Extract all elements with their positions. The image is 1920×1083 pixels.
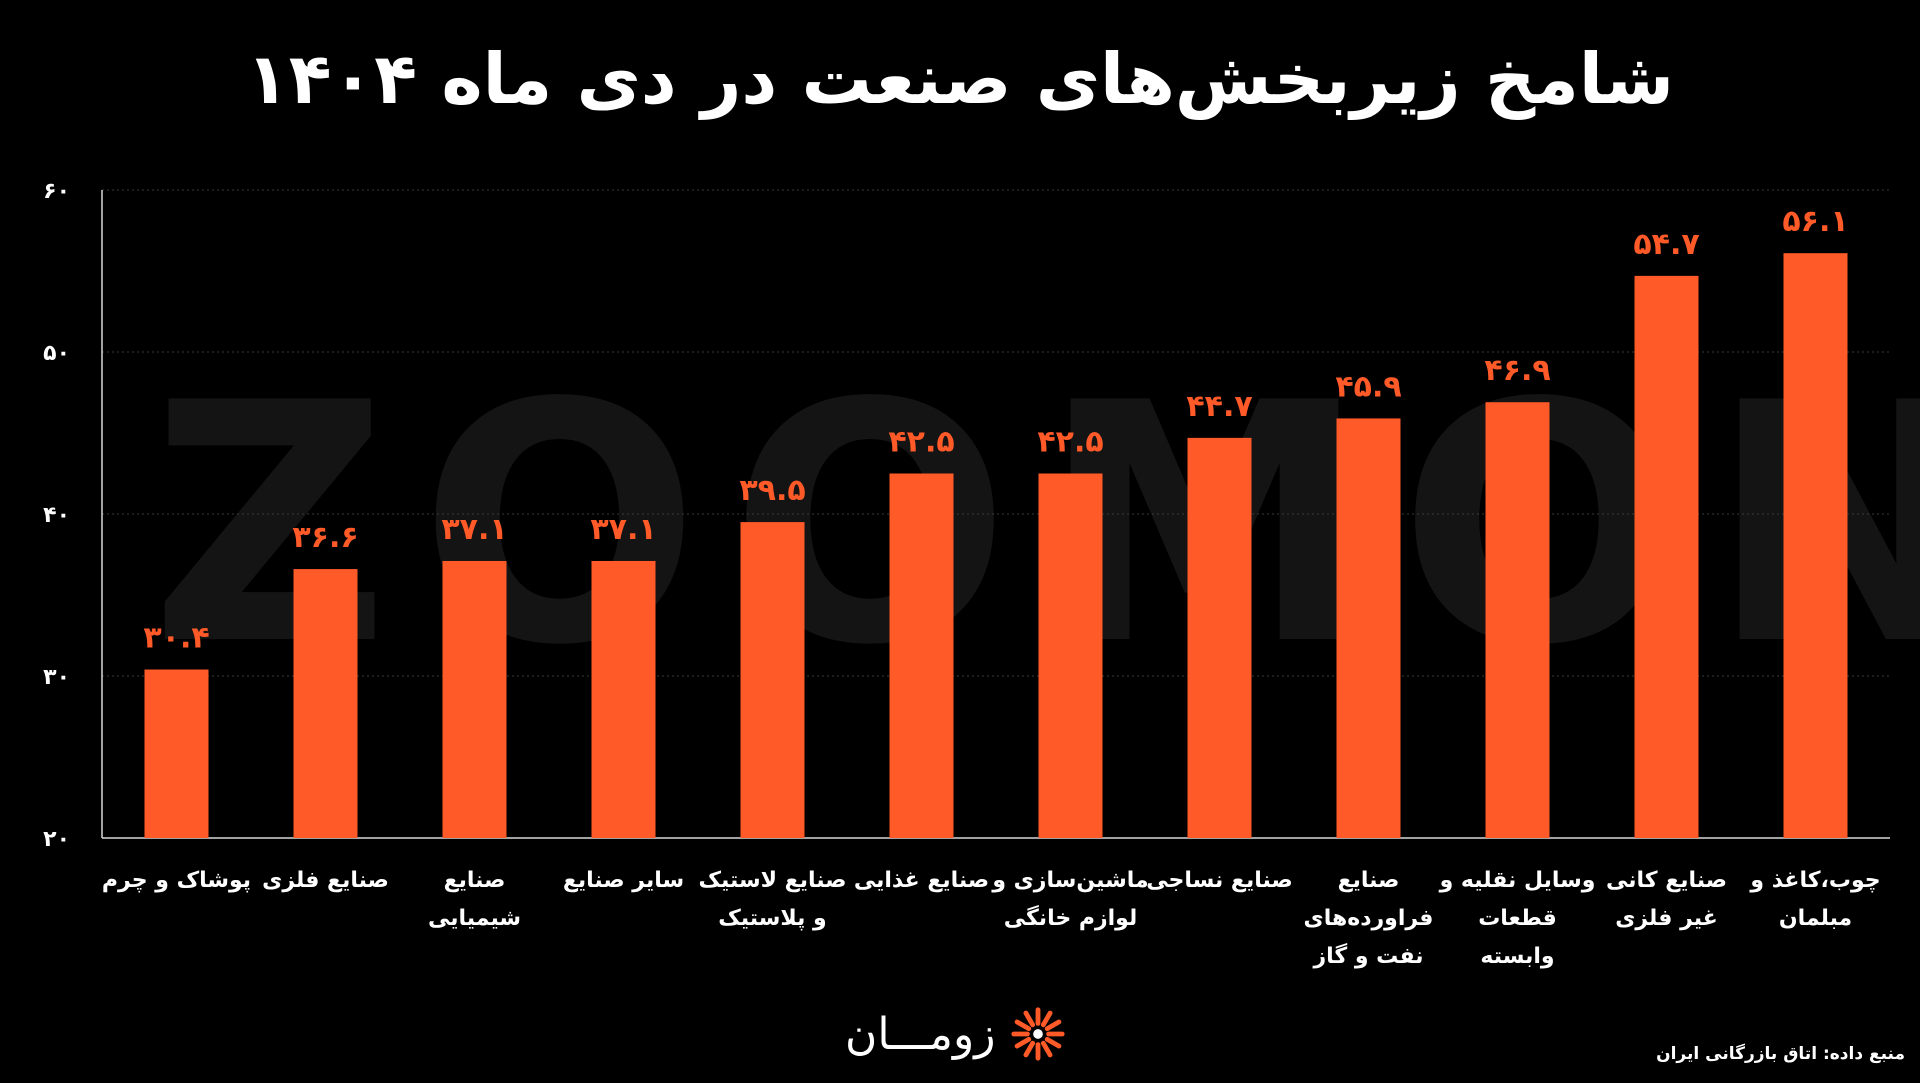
bar: [889, 473, 954, 838]
grid-lines: [102, 189, 1890, 677]
category-label: صنایع فلزی: [262, 868, 389, 893]
y-tick-label: ۲۰: [43, 827, 70, 852]
bar: [144, 669, 209, 838]
value-label: ۴۴.۷: [1186, 389, 1252, 424]
burst-ray: [1015, 1019, 1032, 1032]
bar: [1485, 402, 1550, 838]
burst-ray: [1023, 1040, 1036, 1058]
axes: [101, 190, 1890, 839]
logo-text: زومـــان: [845, 1008, 996, 1060]
burst-ray: [1023, 1010, 1036, 1028]
value-label: ۳۷.۱: [441, 512, 507, 547]
value-labels: ۳۰.۴ ۳۶.۶ ۳۷.۱ ۳۷.۱ ۳۹.۵ ۴۲.۵ ۴۲.۵ ۴۴.۷ ۴۵.۹ ۴۶.۹…: [143, 204, 1848, 655]
source-note: منبع داده: اتاق بازرگانی ایران: [1656, 1044, 1905, 1064]
value-label: ۳۹.۵: [739, 473, 805, 508]
category-label: پوشاک و چرم: [101, 868, 252, 893]
bar: [1634, 275, 1699, 838]
brand-logo: زومـــان: [845, 1005, 1067, 1063]
bar: [1336, 418, 1401, 838]
value-label: ۵۴.۷: [1633, 227, 1699, 262]
category-label: صنایع کانی غیر فلزی: [1605, 868, 1728, 931]
category-label: صنایع نساجی: [1146, 868, 1293, 893]
value-label: ۴۲.۵: [1037, 425, 1103, 460]
bar: [1187, 437, 1252, 838]
value-label: ۳۰.۴: [143, 621, 209, 656]
category-label: صنایع شیمیایی: [427, 868, 522, 931]
category-label: صنایع فراورده‌های نفت و گاز: [1303, 868, 1434, 969]
bar: [591, 560, 656, 838]
category-label: صنایع غذایی: [853, 868, 990, 893]
burst-ray: [1015, 1036, 1032, 1049]
category-label: سایر صنایع: [562, 868, 685, 893]
value-label: ۴۲.۵: [888, 425, 954, 460]
category-label: صنایع لاستیک و پلاستیک: [698, 868, 847, 931]
burst-ray: [1045, 1036, 1062, 1049]
value-label: ۴۶.۹: [1484, 353, 1550, 388]
burst-ray: [1041, 1040, 1053, 1058]
y-tick-labels: ۲۰ ۳۰ ۴۰ ۵۰ ۶۰: [43, 179, 70, 852]
bar: [1783, 253, 1848, 838]
bar: [740, 522, 805, 838]
category-label: وسایل نقلیه و قطعات وابسته: [1439, 868, 1596, 969]
burst-ray: [1041, 1010, 1053, 1028]
y-tick-label: ۳۰: [43, 665, 70, 690]
category-label: چوب،کاغذ و مبلمان: [1750, 868, 1881, 931]
y-tick-label: ۶۰: [43, 179, 70, 204]
y-tick-label: ۵۰: [43, 341, 70, 366]
chart-title: شامخ زیربخش‌های صنعت در دی ماه ۱۴۰۴: [246, 38, 1674, 120]
bar: [1038, 473, 1103, 838]
bar: [442, 560, 507, 838]
category-label: ماشین‌سازی و لوازم خانگی: [992, 868, 1149, 931]
y-tick-label: ۴۰: [43, 503, 70, 528]
value-label: ۵۶.۱: [1782, 204, 1848, 239]
value-label: ۳۶.۶: [292, 520, 358, 555]
value-label: ۴۵.۹: [1335, 369, 1401, 404]
sun-burst-icon: [1011, 1007, 1066, 1061]
bars: [144, 253, 1848, 838]
value-label: ۳۷.۱: [590, 512, 656, 547]
burst-ray: [1045, 1019, 1062, 1032]
bar: [293, 569, 358, 838]
